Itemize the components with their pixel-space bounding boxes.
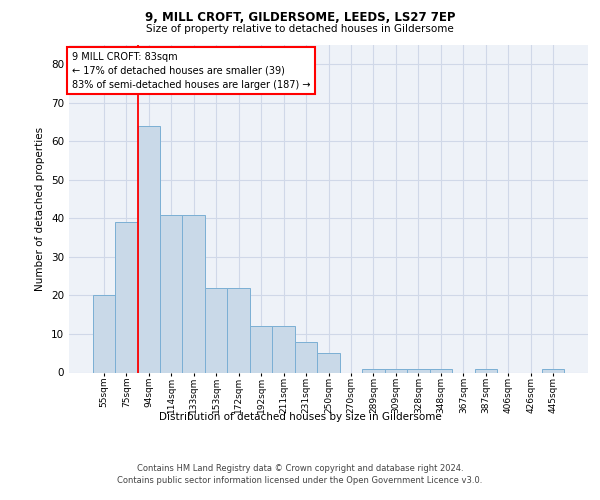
- Bar: [317, 353, 340, 372]
- Bar: [385, 368, 407, 372]
- Bar: [182, 214, 205, 372]
- Bar: [227, 288, 250, 372]
- Text: Contains public sector information licensed under the Open Government Licence v3: Contains public sector information licen…: [118, 476, 482, 485]
- Bar: [475, 368, 497, 372]
- Bar: [205, 288, 227, 372]
- Bar: [160, 214, 182, 372]
- Bar: [272, 326, 295, 372]
- Text: Distribution of detached houses by size in Gildersome: Distribution of detached houses by size …: [158, 412, 442, 422]
- Text: 9 MILL CROFT: 83sqm
← 17% of detached houses are smaller (39)
83% of semi-detach: 9 MILL CROFT: 83sqm ← 17% of detached ho…: [71, 52, 310, 90]
- Text: 9, MILL CROFT, GILDERSOME, LEEDS, LS27 7EP: 9, MILL CROFT, GILDERSOME, LEEDS, LS27 7…: [145, 11, 455, 24]
- Text: Size of property relative to detached houses in Gildersome: Size of property relative to detached ho…: [146, 24, 454, 34]
- Bar: [362, 368, 385, 372]
- Bar: [137, 126, 160, 372]
- Y-axis label: Number of detached properties: Number of detached properties: [35, 126, 46, 291]
- Bar: [115, 222, 137, 372]
- Bar: [250, 326, 272, 372]
- Bar: [430, 368, 452, 372]
- Text: Contains HM Land Registry data © Crown copyright and database right 2024.: Contains HM Land Registry data © Crown c…: [137, 464, 463, 473]
- Bar: [92, 296, 115, 372]
- Bar: [407, 368, 430, 372]
- Bar: [295, 342, 317, 372]
- Bar: [542, 368, 565, 372]
